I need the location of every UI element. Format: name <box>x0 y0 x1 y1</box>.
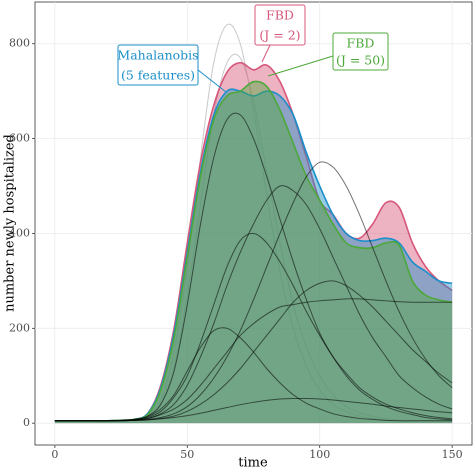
annotation-text: Mahalanobis <box>117 48 198 63</box>
annotation-box <box>117 44 199 86</box>
annotation-leader <box>197 69 227 93</box>
x-tick-label: 50 <box>180 448 194 461</box>
y-tick-label: 600 <box>9 132 30 145</box>
annotation-leader <box>267 55 334 77</box>
annotation-text: FBD <box>266 8 294 23</box>
plot-layer <box>54 23 453 424</box>
annotation-box <box>254 4 306 46</box>
y-tick-label: 800 <box>9 37 30 50</box>
envelope-area <box>54 89 453 424</box>
y-tick-label: 0 <box>23 416 30 429</box>
annotation-leader <box>261 44 271 63</box>
annotation-box <box>332 32 389 71</box>
annotation-text: (J = 50) <box>336 53 385 68</box>
y-axis-title: number newly hospitalized <box>3 134 18 312</box>
envelope-area <box>54 62 453 424</box>
x-tick-label: 0 <box>51 448 58 461</box>
y-tick-label: 400 <box>9 226 30 239</box>
annotation-text: (5 features) <box>121 68 195 83</box>
annotation-text: (J = 2) <box>259 28 300 43</box>
x-axis-title: time <box>238 456 268 471</box>
annotation-text: FBD <box>347 36 375 51</box>
x-tick-label: 100 <box>309 448 330 461</box>
y-tick-label: 200 <box>9 321 30 334</box>
envelope-area <box>54 81 453 424</box>
x-tick-label: 150 <box>442 448 463 461</box>
curve <box>54 161 453 422</box>
